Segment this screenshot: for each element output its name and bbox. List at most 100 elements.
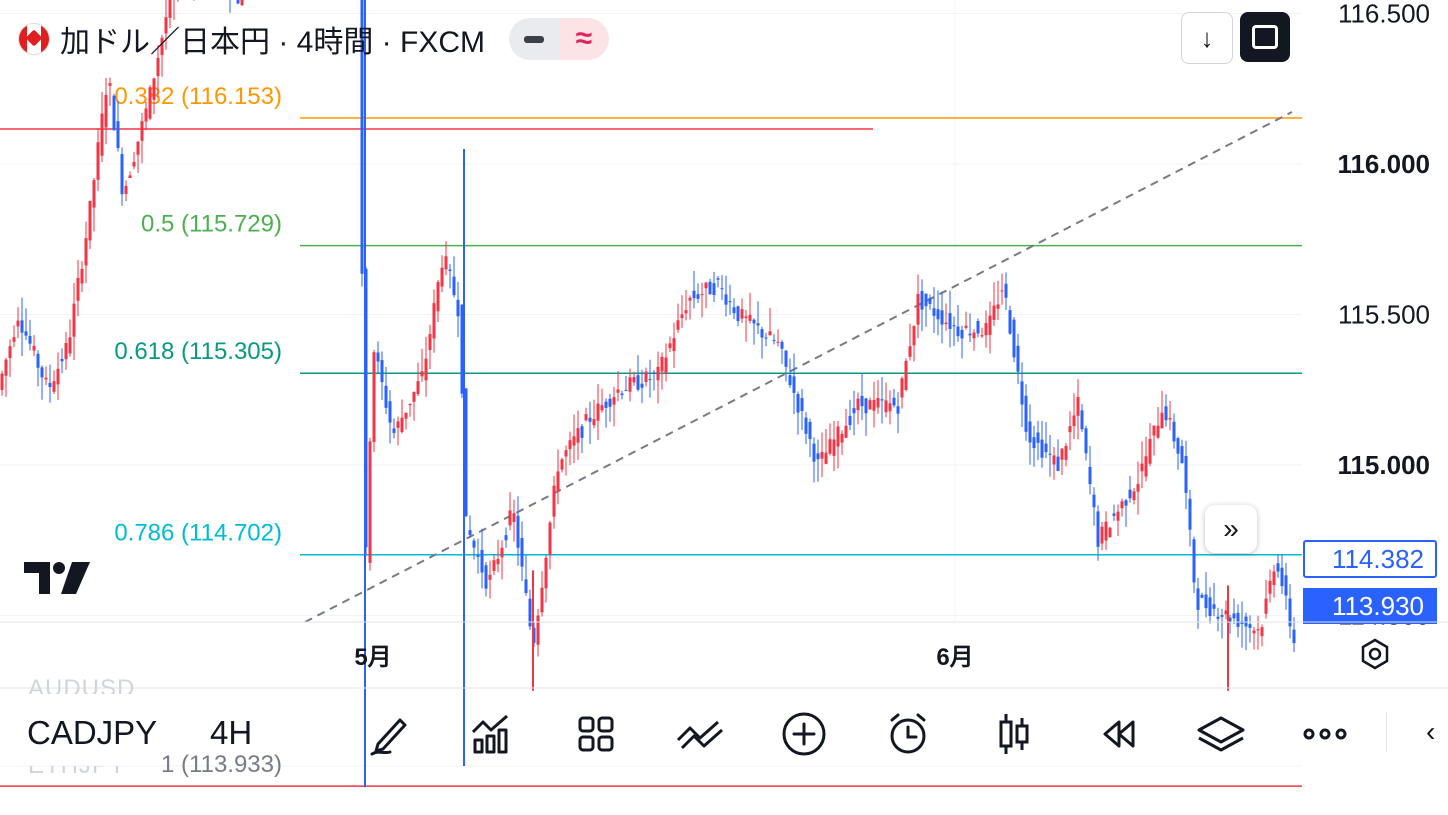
candle-body [952, 325, 956, 327]
candle-body [612, 397, 616, 405]
candle-body [236, 0, 240, 4]
highlight-price-box [1303, 588, 1437, 624]
candle-body [944, 322, 948, 325]
chart-grid [0, 0, 1302, 767]
settings-hexagon-icon[interactable] [1358, 637, 1392, 676]
candle-body [624, 390, 628, 392]
candle-body [156, 57, 160, 76]
candle-body [1184, 455, 1188, 493]
candle-body [928, 298, 932, 304]
scroll-to-realtime-button[interactable]: » [1205, 505, 1257, 553]
candle-body [416, 381, 420, 395]
candle-body [1148, 439, 1152, 464]
candle-body [1220, 615, 1224, 617]
candle-body [864, 398, 868, 414]
candle-body [984, 323, 988, 336]
minus-icon[interactable] [509, 18, 559, 60]
candle-body [836, 426, 840, 447]
candle-body [376, 352, 380, 362]
candle-body [868, 400, 872, 410]
candle-body [924, 293, 928, 307]
draw-pen-icon[interactable] [360, 708, 416, 760]
candle-body [56, 368, 60, 385]
candle-body [920, 291, 924, 310]
candle-body [1264, 598, 1268, 614]
candle-body [636, 375, 640, 390]
candle-body [804, 417, 808, 434]
time-axis[interactable]: 5月 6月 [0, 621, 1448, 689]
candle-body [976, 321, 980, 334]
candle-body [44, 377, 48, 380]
candle-body [92, 180, 96, 208]
candle-body [676, 320, 680, 330]
candle-body [1076, 396, 1080, 416]
compare-icon[interactable] [672, 708, 728, 760]
candle-body [1248, 624, 1252, 628]
candle-body [1120, 501, 1124, 509]
symbol-title[interactable]: 加ドル／日本円 · 4時間 · FXCM [60, 26, 485, 59]
price-axis-label: 115.000 [1337, 450, 1430, 480]
add-icon[interactable] [776, 708, 832, 760]
candle-body [484, 565, 488, 589]
layouts-grid-icon[interactable] [568, 708, 624, 760]
candle-body [688, 297, 692, 301]
candle-body [20, 320, 24, 333]
symbol-selector[interactable]: CADJPY [27, 714, 158, 751]
candle-body [24, 331, 28, 336]
scroll-down-button[interactable]: ↓ [1181, 12, 1233, 64]
candle-body [404, 412, 408, 419]
trend-line[interactable] [304, 111, 1293, 623]
candle-body [812, 443, 816, 462]
candle-body [1052, 455, 1056, 465]
fib-retracement[interactable]: 0 (117.525)0.236 (116.677)0.382 (116.153… [0, 0, 1302, 787]
indicators-icon[interactable] [463, 708, 519, 760]
interval-selector[interactable]: 4H [210, 714, 253, 751]
candle-body [1168, 418, 1172, 420]
price-axis[interactable]: 118.000117.500117.000116.500116.000115.5… [1303, 0, 1437, 631]
candle-body [840, 433, 844, 443]
candle-body [964, 325, 968, 328]
candle-body [72, 303, 76, 337]
candle-body [772, 340, 776, 342]
candle-body [1188, 498, 1192, 530]
candle-style-icon[interactable] [986, 708, 1042, 760]
candle-body [744, 316, 748, 318]
candle-body [80, 268, 84, 284]
fib-level-label: 0.382 (116.153) [114, 83, 282, 110]
candle-body [780, 342, 784, 349]
candle-body [540, 587, 544, 613]
wave-icon[interactable]: ≈ [559, 18, 609, 60]
candle-body [1060, 448, 1064, 460]
candle-body [132, 161, 136, 167]
candle-body [652, 372, 656, 374]
layers-icon[interactable] [1193, 708, 1249, 760]
candle-body [568, 440, 572, 450]
toolbar-back-button[interactable]: ‹ [1426, 716, 1436, 747]
candle-body [140, 121, 144, 141]
candle-body [640, 383, 644, 388]
trend-line-dashed [304, 111, 1293, 623]
candle-body [492, 560, 496, 571]
more-icon[interactable] [1297, 708, 1353, 760]
replay-icon[interactable] [1089, 708, 1145, 760]
candle-body [1160, 412, 1164, 429]
candle-body [1164, 406, 1168, 421]
candle-body [820, 451, 824, 459]
candle-body [712, 283, 716, 295]
candle-body [788, 375, 792, 386]
candle-body [76, 277, 80, 301]
status-pill[interactable]: ≈ [509, 18, 609, 60]
fullscreen-button[interactable] [1240, 12, 1290, 62]
candle-body [108, 83, 112, 86]
tradingview-logo[interactable] [24, 560, 92, 601]
candle-body [588, 417, 592, 422]
candle-body [408, 404, 412, 406]
candle-body [748, 314, 752, 321]
candle-body [488, 574, 492, 580]
chart-header: 加ドル／日本円 · 4時間 · FXCM ≈ [18, 18, 609, 60]
candles [0, 0, 1296, 788]
fib-level-label: 1 (113.933) [161, 751, 282, 778]
candle-body [536, 615, 540, 645]
alert-clock-icon[interactable] [880, 708, 936, 760]
